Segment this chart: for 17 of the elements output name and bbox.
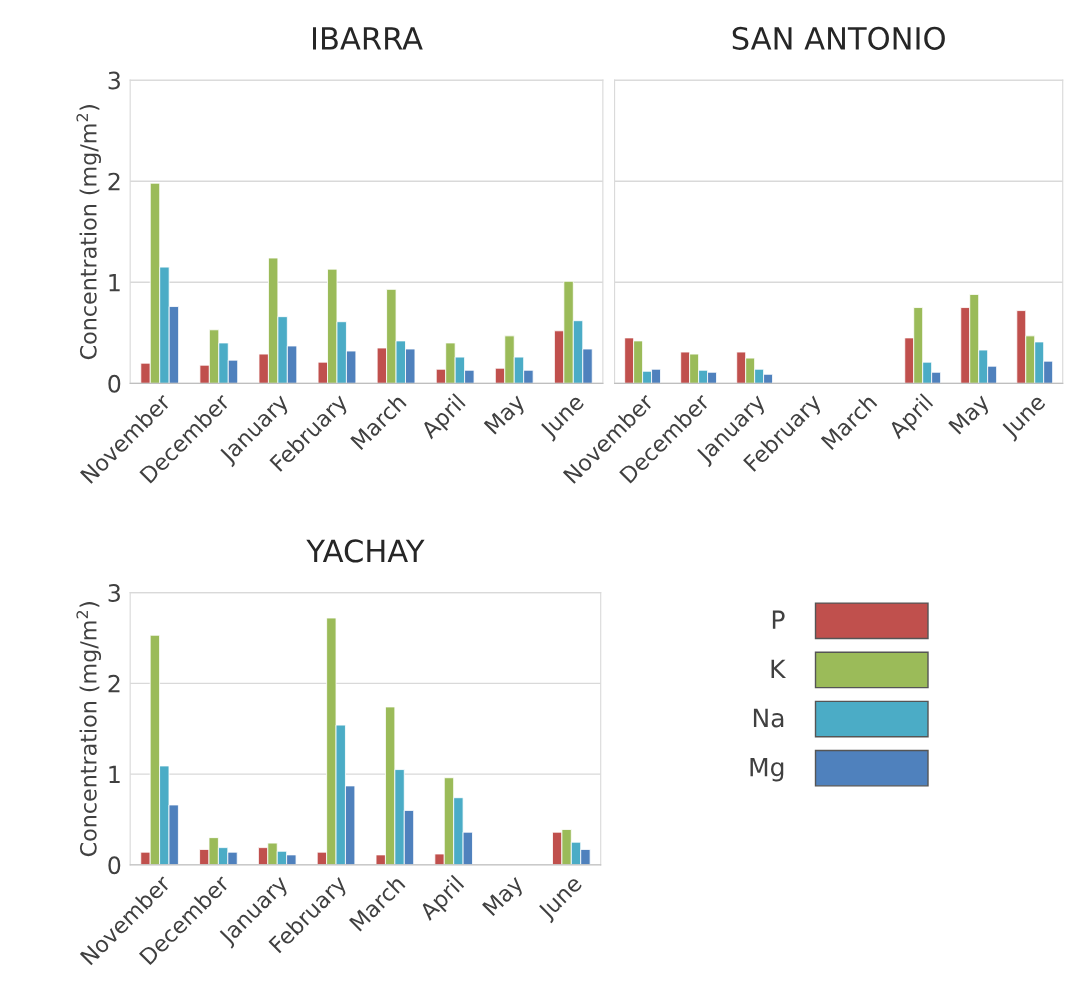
y-tick-label: 0 (108, 856, 121, 875)
y-axis-title: Concentration (mg/m$^{2}$) (76, 602, 102, 857)
y-axis-title: Concentration (mg/m$^{2}$) (76, 105, 102, 360)
legend-label: P (772, 610, 785, 629)
y-tick-label: 2 (108, 674, 120, 693)
y-tick-label: 1 (109, 274, 120, 292)
legend-label: K (771, 659, 787, 678)
y-tick-label: 1 (109, 765, 120, 784)
chart-title: YACHAY (306, 539, 425, 563)
y-tick-label: 0 (108, 374, 121, 393)
legend-label: Mg (750, 757, 784, 782)
legend-label: Na (753, 708, 784, 728)
chart-title: SAN ANTONIO (732, 26, 945, 50)
y-tick-label: 3 (108, 71, 120, 90)
chart-title: IBARRA (313, 27, 423, 50)
y-tick-label: 3 (108, 584, 120, 602)
y-tick-label: 2 (108, 172, 120, 191)
